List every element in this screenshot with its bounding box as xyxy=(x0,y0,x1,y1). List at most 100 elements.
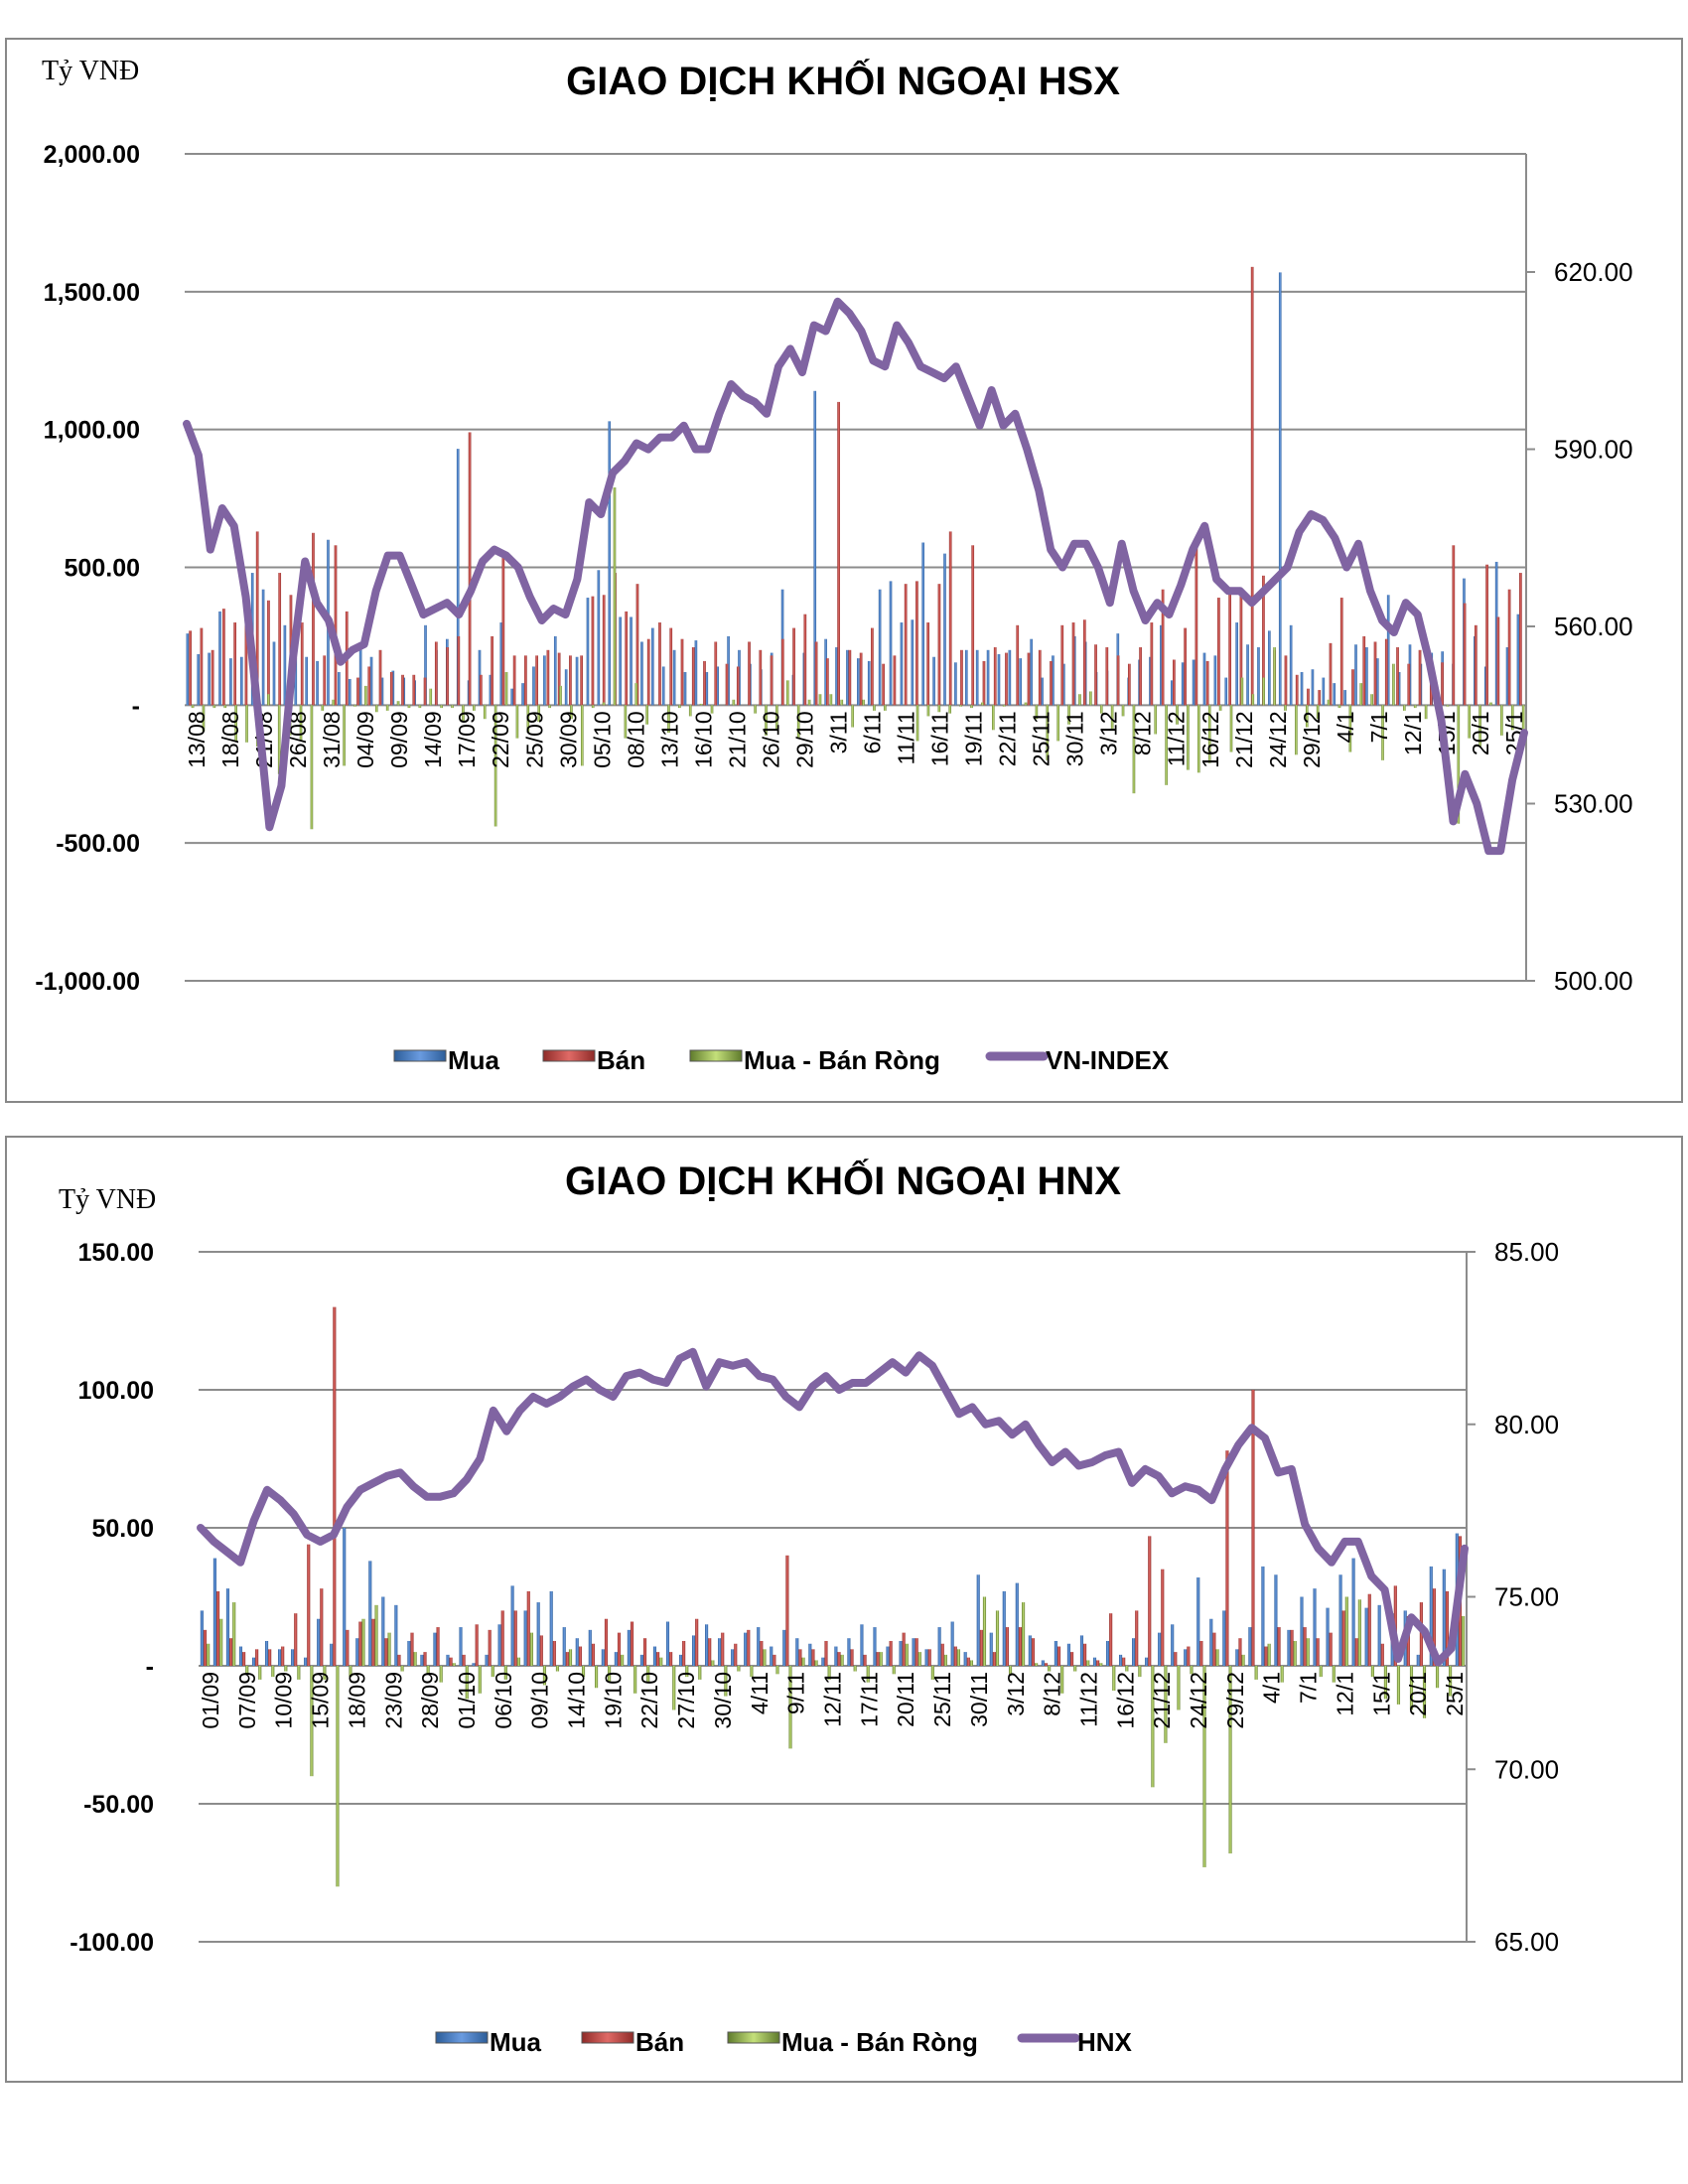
net-bar xyxy=(1218,705,1222,711)
net-bar xyxy=(1060,1666,1064,1694)
ban-bar xyxy=(736,666,740,706)
x-tick-label: 16/12 xyxy=(1197,711,1223,768)
ban-bar xyxy=(714,641,718,706)
ban-bar xyxy=(468,432,472,706)
mua-bar xyxy=(1052,655,1055,706)
net-bar xyxy=(1468,705,1471,739)
mua-bar xyxy=(368,1561,372,1666)
net-bar xyxy=(1229,705,1233,752)
ban-bar xyxy=(367,666,371,706)
net-bar xyxy=(1435,1666,1440,1689)
ban-bar xyxy=(462,1654,466,1666)
ban-bar xyxy=(814,641,818,706)
ban-bar xyxy=(1027,652,1031,706)
net-bar xyxy=(1176,705,1179,725)
left-tick-label: 50.00 xyxy=(91,1515,154,1543)
net-bar xyxy=(1056,705,1059,742)
mua-bar xyxy=(407,1640,411,1666)
ban-bar xyxy=(604,1618,609,1666)
ban-bar xyxy=(937,584,941,706)
ban-bar xyxy=(979,1629,983,1666)
mua-bar xyxy=(950,1621,954,1666)
right-tick-label: 85.00 xyxy=(1494,1237,1559,1267)
x-tick-label: 10/09 xyxy=(271,1672,297,1729)
net-bar xyxy=(699,703,703,706)
ban-bar xyxy=(222,609,225,706)
net-bar xyxy=(1086,1660,1090,1666)
mua-bar xyxy=(1313,1588,1317,1666)
net-bar xyxy=(930,1666,934,1680)
x-tick-label: 25/11 xyxy=(1029,711,1055,766)
mua-bar xyxy=(208,652,211,706)
ban-bar xyxy=(1038,649,1042,706)
ban-bar xyxy=(658,622,661,706)
ban-bar xyxy=(953,1646,957,1666)
mua-bar xyxy=(630,616,633,706)
net-bar xyxy=(1099,1663,1103,1666)
mua-bar xyxy=(532,666,535,706)
net-bar xyxy=(621,1654,625,1666)
right-tick-label: 590.00 xyxy=(1554,435,1633,465)
x-tick-label: 18/08 xyxy=(217,711,243,768)
mua-bar xyxy=(873,1627,877,1666)
ban-bar xyxy=(1419,1602,1423,1666)
mua-bar xyxy=(678,1654,683,1666)
net-bar xyxy=(688,705,692,717)
ban-bar xyxy=(1318,690,1322,706)
x-tick-label: 16/11 xyxy=(927,711,953,766)
net-bar xyxy=(284,1666,288,1672)
left-tick-label: -1,000.00 xyxy=(35,968,140,996)
mua-bar xyxy=(1505,647,1509,706)
mua-bar xyxy=(543,655,546,706)
mua-bar xyxy=(661,666,665,706)
legend-net-swatch xyxy=(727,2031,780,2044)
right-tick-label: 620.00 xyxy=(1554,257,1633,287)
x-tick-label: 09/10 xyxy=(527,1672,553,1729)
ban-bar xyxy=(200,627,204,706)
x-tick-label: 17/11 xyxy=(856,1672,882,1727)
net-bar xyxy=(207,1643,211,1666)
mua-bar xyxy=(601,1649,605,1666)
net-bar xyxy=(1197,705,1200,773)
net-bar xyxy=(1132,705,1136,794)
ban-bar xyxy=(255,531,259,706)
net-bar xyxy=(1165,705,1168,785)
right-tick-label: 70.00 xyxy=(1494,1754,1559,1784)
x-tick-label: 09/09 xyxy=(386,711,412,768)
ban-bar xyxy=(1384,638,1388,706)
ban-bar xyxy=(300,622,304,706)
net-bar xyxy=(667,705,670,734)
ban-bar xyxy=(307,1544,311,1666)
mua-bar xyxy=(1289,624,1293,706)
net-bar xyxy=(299,705,303,742)
mua-bar xyxy=(954,662,957,706)
mua-bar xyxy=(1494,561,1498,706)
net-bar xyxy=(1254,1666,1258,1680)
x-tick-label: 22/11 xyxy=(995,711,1021,766)
ban-bar xyxy=(1367,1593,1371,1666)
ban-bar xyxy=(500,1610,504,1666)
mua-bar xyxy=(824,638,827,706)
mua-bar xyxy=(924,1649,928,1666)
left-tick-label: - xyxy=(146,1653,154,1681)
net-bar xyxy=(568,1649,573,1666)
ban-bar xyxy=(1070,1652,1074,1666)
net-bar xyxy=(853,1666,857,1672)
mua-bar xyxy=(860,1624,864,1666)
ban-bar xyxy=(1212,1632,1216,1666)
net-bar xyxy=(737,1666,741,1672)
net-bar xyxy=(548,705,551,709)
ban-bar xyxy=(1485,564,1488,706)
net-bar xyxy=(321,705,325,711)
mua-bar xyxy=(338,672,341,706)
ban-bar xyxy=(625,611,629,706)
net-bar xyxy=(418,705,422,709)
ban-bar xyxy=(1251,1390,1255,1666)
ban-bar xyxy=(915,581,918,706)
ban-bar xyxy=(1339,598,1343,706)
net-bar xyxy=(732,699,736,706)
mua-bar xyxy=(1222,1610,1226,1666)
mua-bar xyxy=(294,658,298,706)
ban-bar xyxy=(859,652,863,706)
